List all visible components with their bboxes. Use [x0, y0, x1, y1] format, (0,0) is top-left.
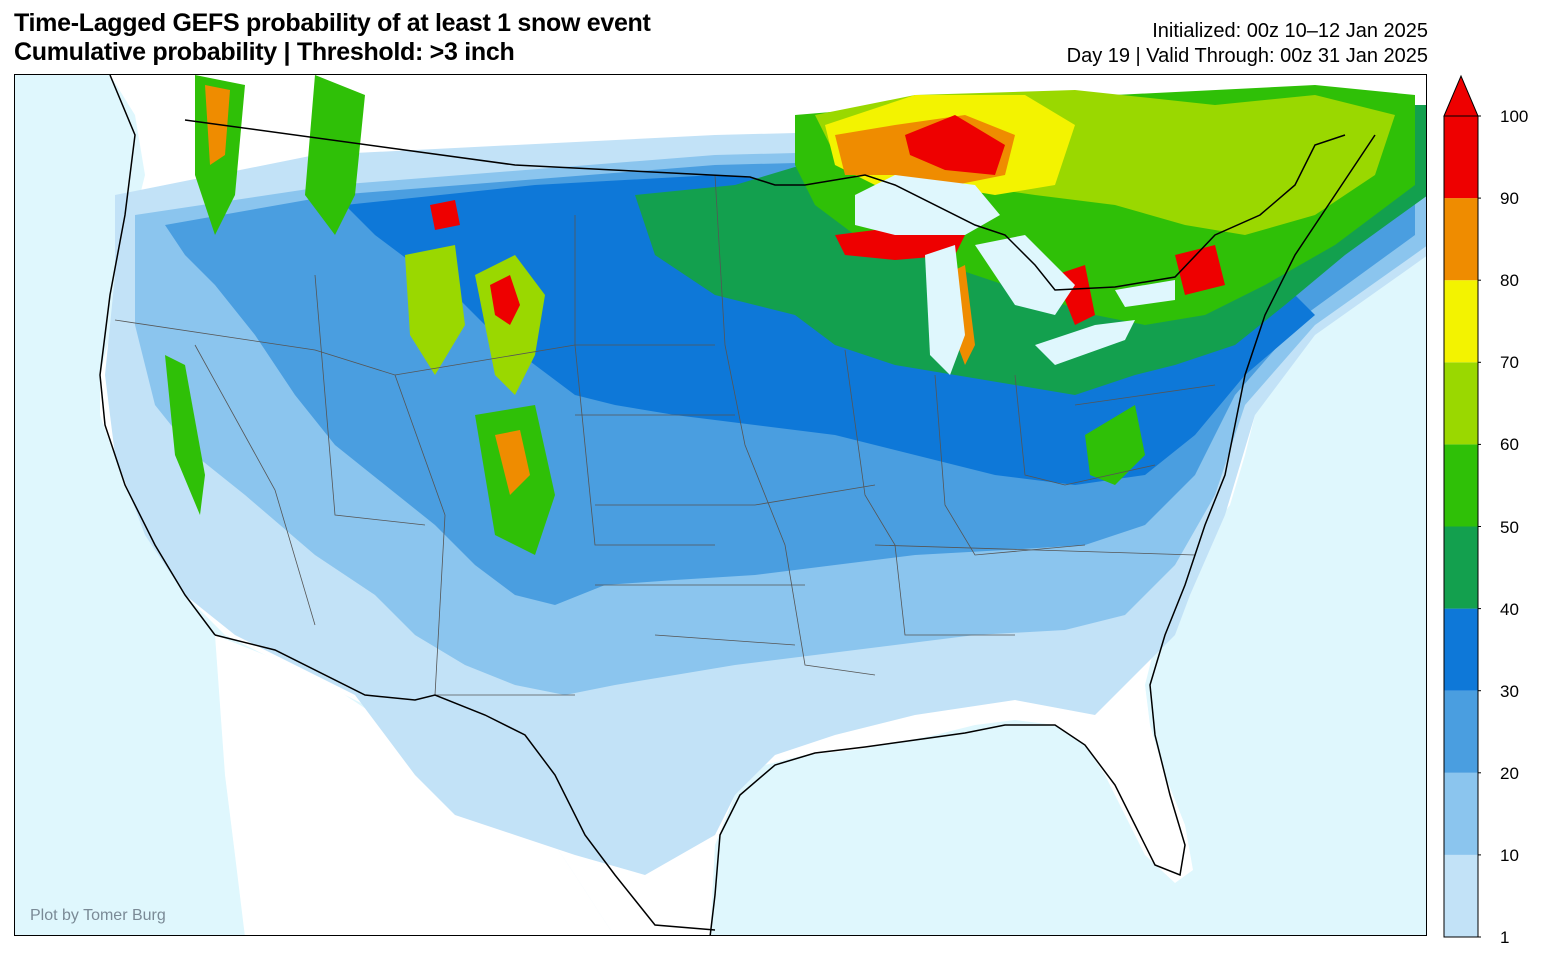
map-title: Time-Lagged GEFS probability of at least…: [14, 9, 651, 37]
colorbar-tick-label: 90: [1500, 189, 1519, 209]
probability-map: [99, 75, 1426, 935]
colorbar-segment: [1444, 280, 1478, 363]
colorbar-segment: [1444, 116, 1478, 199]
colorbar-extend-arrow: [1443, 74, 1479, 117]
contour-adirondacks: [1175, 245, 1225, 295]
colorbar-tick-label: 20: [1500, 763, 1519, 783]
colorbar-tick-label: 100: [1500, 107, 1529, 126]
us-canada-border: [184, 119, 1346, 291]
lake-ontario: [1115, 280, 1175, 307]
colorbar-tick-label: 50: [1500, 517, 1519, 537]
valid-time: Day 19 | Valid Through: 00z 31 Jan 2025: [1066, 45, 1428, 67]
colorbar-segment: [1444, 362, 1478, 445]
map-panel: Plot by Tomer Burg: [14, 74, 1427, 936]
mexico-land: [215, 635, 614, 935]
init-time: Initialized: 00z 10–12 Jan 2025: [1152, 20, 1428, 42]
colorbar-segment: [1444, 772, 1478, 855]
colorbar-segment: [1444, 690, 1478, 773]
colorbar-tick-label: 30: [1500, 681, 1519, 701]
contour-90-idaho: [430, 200, 460, 230]
map-subtitle: Cumulative probability | Threshold: >3 i…: [14, 38, 515, 66]
colorbar-segment: [1444, 198, 1478, 281]
contour-appalachians: [1085, 405, 1145, 485]
contour-50-sierra: [165, 355, 205, 515]
coastline: [99, 75, 1376, 935]
contour-80-colorado: [495, 430, 530, 495]
lake-erie: [1035, 320, 1135, 365]
contour-70-idaho: [405, 245, 465, 375]
contour-50-idaho: [305, 75, 365, 235]
contour-90-100: [905, 115, 1005, 175]
lake-huron: [975, 235, 1075, 315]
colorbar: [1443, 74, 1481, 938]
colorbar-tick-label: 1: [1500, 928, 1510, 947]
colorbar-tick-label: 60: [1500, 435, 1519, 455]
colorbar-segment: [1444, 444, 1478, 527]
colorbar-tick-label: 70: [1500, 353, 1519, 373]
us-mexico-border: [214, 634, 716, 931]
lake-michigan: [925, 245, 965, 375]
colorbar-tick-label: 40: [1500, 599, 1519, 619]
state-borders: [114, 174, 1216, 696]
colorbar-segment: [1444, 608, 1478, 691]
colorbar-segment: [1444, 526, 1478, 609]
colorbar-segment: [1444, 854, 1478, 937]
info-block: Initialized: 00z 10–12 Jan 2025 Day 19 |…: [1067, 19, 1428, 69]
credit-label: Plot by Tomer Burg: [30, 907, 166, 924]
colorbar-tick-label: 80: [1500, 271, 1519, 291]
country-borders: [99, 75, 1376, 935]
title-block: Time-Lagged GEFS probability of at least…: [14, 9, 651, 67]
contour-80-rockies: [490, 275, 520, 325]
colorbar-frame: [1443, 115, 1479, 938]
colorbar-tick-label: 10: [1500, 845, 1519, 865]
